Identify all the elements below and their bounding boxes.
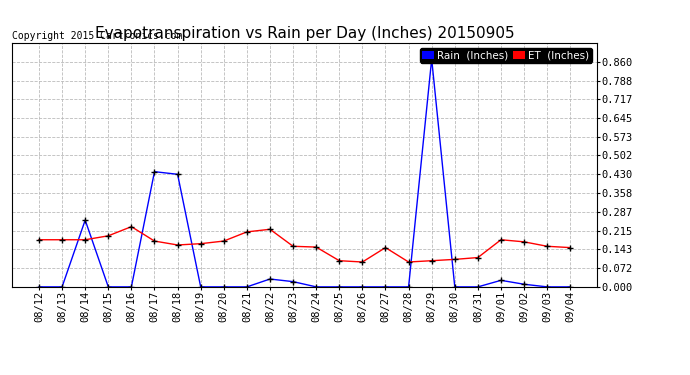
Title: Evapotranspiration vs Rain per Day (Inches) 20150905: Evapotranspiration vs Rain per Day (Inch…	[95, 26, 515, 40]
Legend: Rain  (Inches), ET  (Inches): Rain (Inches), ET (Inches)	[420, 48, 591, 63]
Text: Copyright 2015 Cartronics.com: Copyright 2015 Cartronics.com	[12, 31, 183, 41]
